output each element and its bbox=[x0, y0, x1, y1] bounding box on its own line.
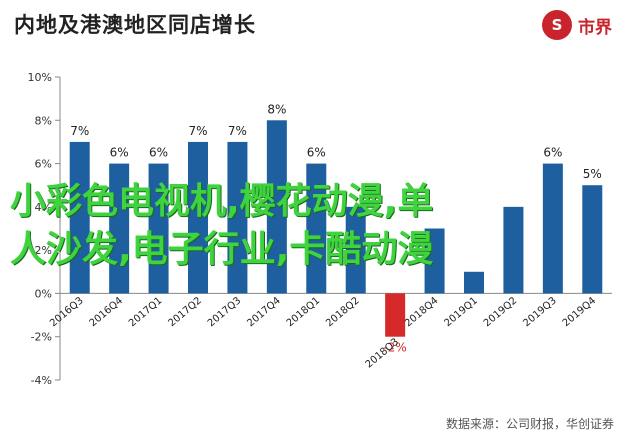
bar bbox=[503, 206, 524, 294]
bar-chart: -4% -2% 0% 2% 4% 6% 8% 10% 7% 2016Q3 6% 2016Q4 6% 201… bbox=[28, 71, 612, 387]
x-tick-label: 2017Q2 bbox=[166, 295, 203, 329]
x-tick-label: 2018Q4 bbox=[403, 295, 440, 329]
chart-title: 内地及港澳地区同店增长 bbox=[14, 13, 256, 37]
source-note: 数据来源：公司财报，华创证券 bbox=[445, 417, 614, 431]
data-label: 6% bbox=[307, 146, 326, 160]
y-tick-label: 10% bbox=[28, 71, 52, 84]
logo-icon: S bbox=[542, 10, 572, 40]
bar bbox=[306, 163, 327, 294]
data-label: 6% bbox=[543, 146, 562, 160]
bar bbox=[385, 293, 406, 337]
x-tick-label: 2017Q1 bbox=[127, 295, 164, 329]
bar bbox=[464, 271, 484, 294]
chart-area: -4% -2% 0% 2% 4% 6% 8% 10% 7% 2016Q3 6% 2016Q4 6% 201… bbox=[0, 50, 638, 415]
bar bbox=[542, 163, 563, 294]
y-tick-label: 0% bbox=[35, 287, 52, 300]
x-tick-label: 2019Q2 bbox=[482, 295, 519, 329]
bar bbox=[227, 141, 248, 294]
data-label: 7% bbox=[188, 124, 207, 138]
bar bbox=[69, 141, 90, 294]
data-label: 7% bbox=[228, 124, 247, 138]
bar bbox=[188, 141, 208, 294]
bar bbox=[345, 206, 366, 294]
bar bbox=[582, 185, 603, 294]
x-tick-label: 2016Q3 bbox=[48, 295, 85, 329]
brand-logo: S 市界 bbox=[542, 10, 612, 40]
x-tick-label: 2019Q3 bbox=[521, 295, 558, 329]
y-tick-label: -4% bbox=[31, 374, 52, 387]
bar bbox=[109, 163, 130, 294]
x-tick-label: 2019Q4 bbox=[561, 295, 598, 329]
bar bbox=[424, 228, 445, 294]
y-tick-label: 2% bbox=[35, 244, 52, 257]
bar bbox=[148, 163, 169, 294]
y-tick-label: 4% bbox=[35, 201, 52, 214]
y-tick-label: 8% bbox=[35, 114, 52, 127]
bar bbox=[266, 120, 287, 294]
data-label: 8% bbox=[267, 102, 286, 116]
y-tick-label: -2% bbox=[31, 331, 52, 344]
x-tick-label: 2018Q2 bbox=[324, 295, 361, 329]
data-label: 5% bbox=[583, 167, 602, 181]
x-tick-label: 2018Q1 bbox=[285, 295, 322, 329]
header: 内地及港澳地区同店增长 S 市界 bbox=[0, 0, 638, 50]
x-tick-label: 2016Q4 bbox=[88, 295, 125, 329]
data-label: 7% bbox=[70, 124, 89, 138]
data-label: -2% bbox=[383, 341, 406, 355]
x-tick-label: 2017Q3 bbox=[206, 295, 243, 329]
logo-text: 市界 bbox=[578, 17, 612, 38]
x-tick-label: 2019Q1 bbox=[442, 295, 479, 329]
data-label: 6% bbox=[149, 146, 168, 160]
data-label: 6% bbox=[110, 146, 129, 160]
x-tick-label: 2017Q4 bbox=[245, 295, 282, 329]
y-tick-label: 6% bbox=[35, 158, 52, 171]
